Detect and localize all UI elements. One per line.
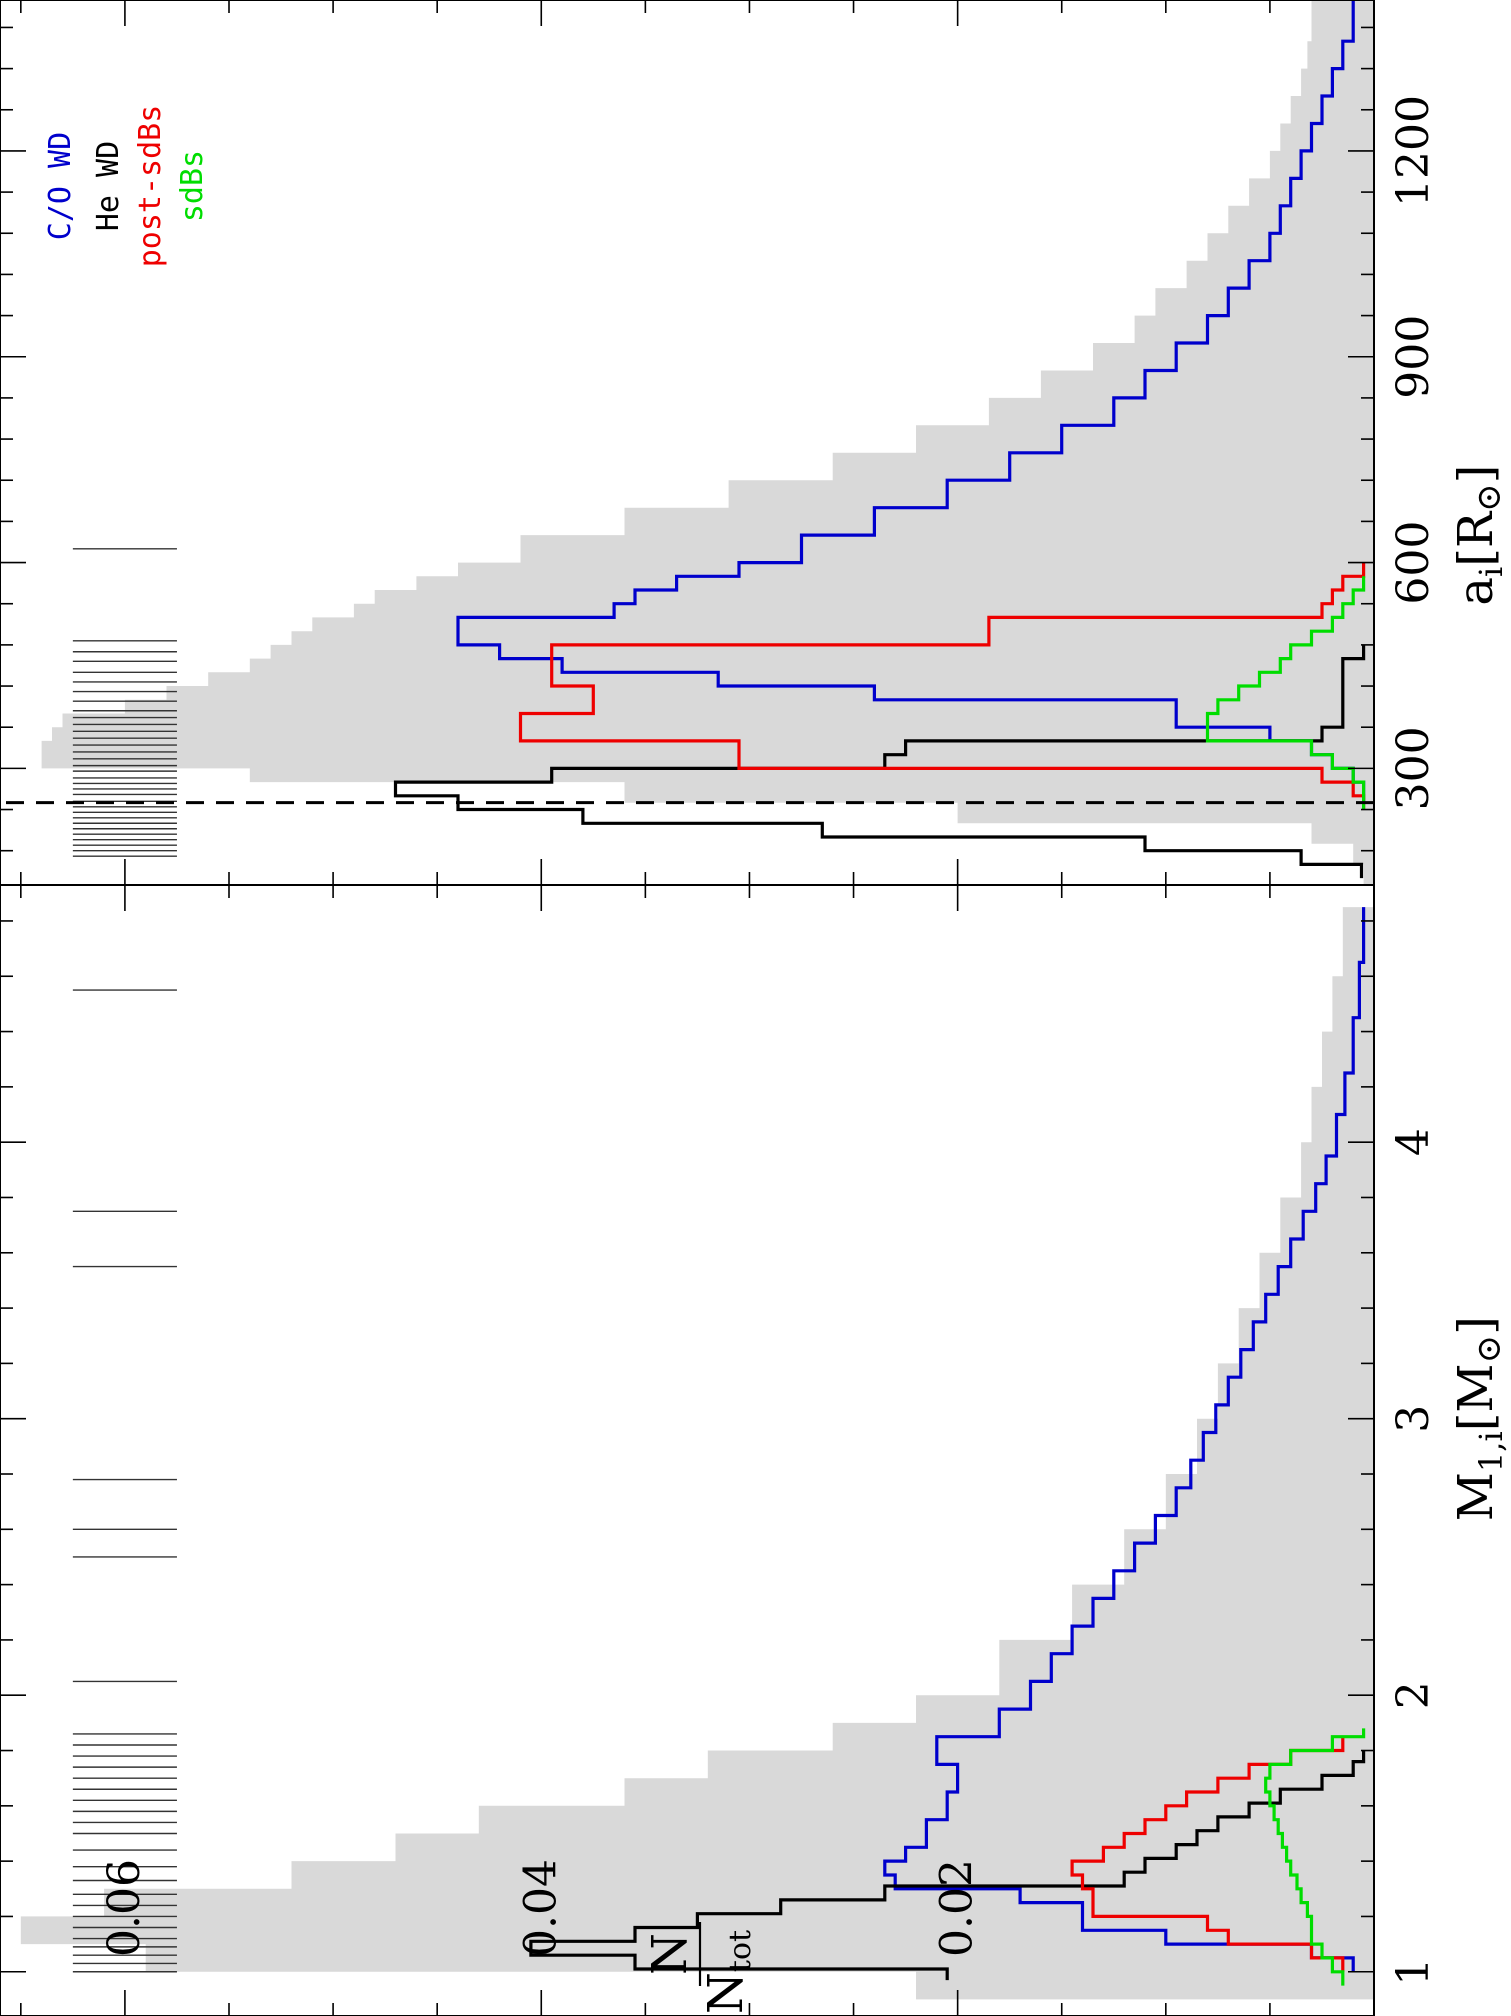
x-axis-label-var: M xyxy=(1448,1472,1504,1521)
x-axis-label-unit: [R xyxy=(1448,510,1504,567)
y-axis-label-den-sub: tot xyxy=(723,1930,758,1972)
x-tick-label-separation: 900 xyxy=(1388,315,1439,399)
x-tick-label-separation: 600 xyxy=(1388,521,1439,605)
legend-entry-he-wd: He WD xyxy=(91,141,126,231)
y-tick-label: 0.02 xyxy=(932,1859,983,1957)
legend-entry-post-sdbs: post-sdBs xyxy=(133,105,168,268)
y-tick-label: 0.04 xyxy=(515,1859,566,1957)
x-axis-label-sun: ⊙ xyxy=(1469,483,1509,512)
x-tick-label-mass: 2 xyxy=(1388,1681,1439,1709)
x-axis-label-mass: M1,i[M⊙] xyxy=(1448,1316,1510,1521)
gray-fill-separation xyxy=(42,0,1374,885)
legend-entry-sdbs: sdBs xyxy=(175,150,210,222)
x-tick-label-mass: 4 xyxy=(1388,1128,1439,1156)
x-tick-label-mass: 1 xyxy=(1388,1958,1439,1986)
x-axis-label-close: ] xyxy=(1448,1316,1504,1335)
x-tick-label-separation: 1200 xyxy=(1388,95,1439,207)
gray-fill-mass xyxy=(21,907,1374,1999)
y-tick-label: 0.06 xyxy=(99,1859,150,1957)
x-axis-label-var: a xyxy=(1448,577,1504,606)
x-axis-label-sun: ⊙ xyxy=(1469,1335,1509,1364)
panel-separation xyxy=(0,0,1374,885)
x-tick-label-separation: 300 xyxy=(1388,726,1439,810)
panel-mass xyxy=(21,907,1374,1999)
y-axis-label-den-var: N xyxy=(698,1972,754,2014)
legend-entry-c-o-wd: C/O WD xyxy=(43,132,78,240)
x-axis-label-sub: i xyxy=(1472,567,1510,577)
x-axis-label-sub: 1,i xyxy=(1472,1431,1510,1472)
x-tick-label-mass: 3 xyxy=(1388,1405,1439,1433)
value-axis-flip-group xyxy=(0,0,1374,2016)
x-axis-label-separation: ai[R⊙] xyxy=(1448,465,1510,606)
x-axis-label-close: ] xyxy=(1448,465,1504,484)
x-axis-label-unit: [M xyxy=(1448,1363,1504,1431)
y-axis-label-numerator: N xyxy=(642,1933,698,1975)
